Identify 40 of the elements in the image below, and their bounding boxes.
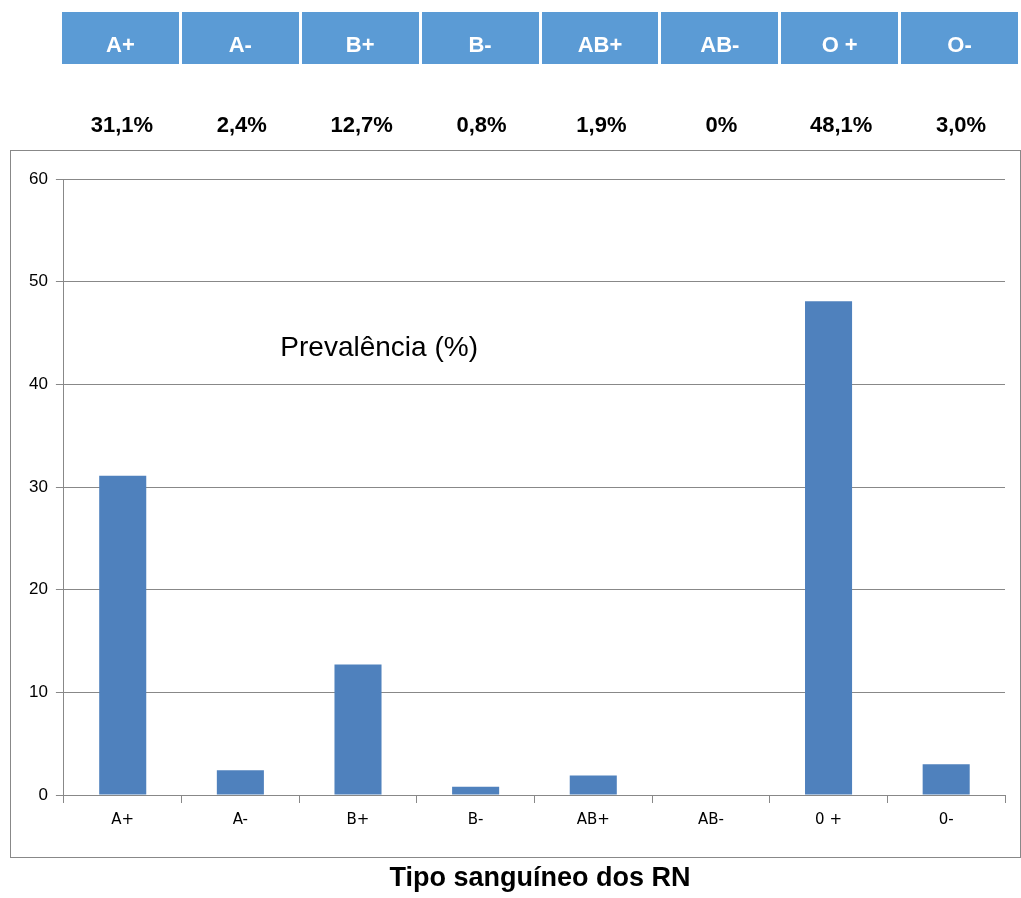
bar <box>569 775 617 795</box>
data-label: 0,8% <box>455 112 508 138</box>
y-tick-label: 10 <box>28 682 48 702</box>
bar <box>452 786 500 795</box>
text: A- <box>181 12 299 64</box>
data-label: 0% <box>704 112 739 138</box>
y-tick-label: 0 <box>38 784 48 804</box>
y-tick-label: 30 <box>28 476 48 496</box>
y-tick-label: 40 <box>28 374 48 394</box>
data-label: 3,0% <box>935 112 988 138</box>
x-tick-label: B+ <box>346 809 370 828</box>
y-tick-label: 20 <box>28 579 48 599</box>
text: AB+ <box>541 12 659 64</box>
text: A+ <box>62 12 179 64</box>
data-label: 12,7% <box>329 112 394 138</box>
text: AB- <box>661 12 779 64</box>
x-tick-label: AB+ <box>576 809 610 828</box>
text: Prevalência (%) <box>280 331 478 363</box>
x-tick-label: 0- <box>938 809 954 828</box>
x-tick-label: 0 + <box>815 809 842 828</box>
x-tick-label: B- <box>467 809 484 828</box>
data-label: 1,9% <box>575 112 628 138</box>
text: O + <box>781 12 899 64</box>
text: B+ <box>301 12 419 64</box>
text: O- <box>901 12 1018 64</box>
bar <box>805 301 853 795</box>
data-label: 31,1% <box>89 112 155 138</box>
y-tick-label: 50 <box>28 271 48 291</box>
x-tick-label: AB- <box>697 809 724 828</box>
x-tick-label: A+ <box>111 809 135 828</box>
bar <box>922 764 970 795</box>
bar <box>334 664 382 795</box>
data-label: 48,1% <box>809 112 874 138</box>
bar <box>99 475 147 795</box>
data-label: 2,4% <box>215 112 268 138</box>
x-axis-title: Tipo sanguíneo dos RN <box>388 862 692 893</box>
bar <box>216 770 264 795</box>
y-tick-label: 60 <box>28 168 48 188</box>
text: B- <box>421 12 539 64</box>
x-tick-label: A- <box>232 809 249 828</box>
